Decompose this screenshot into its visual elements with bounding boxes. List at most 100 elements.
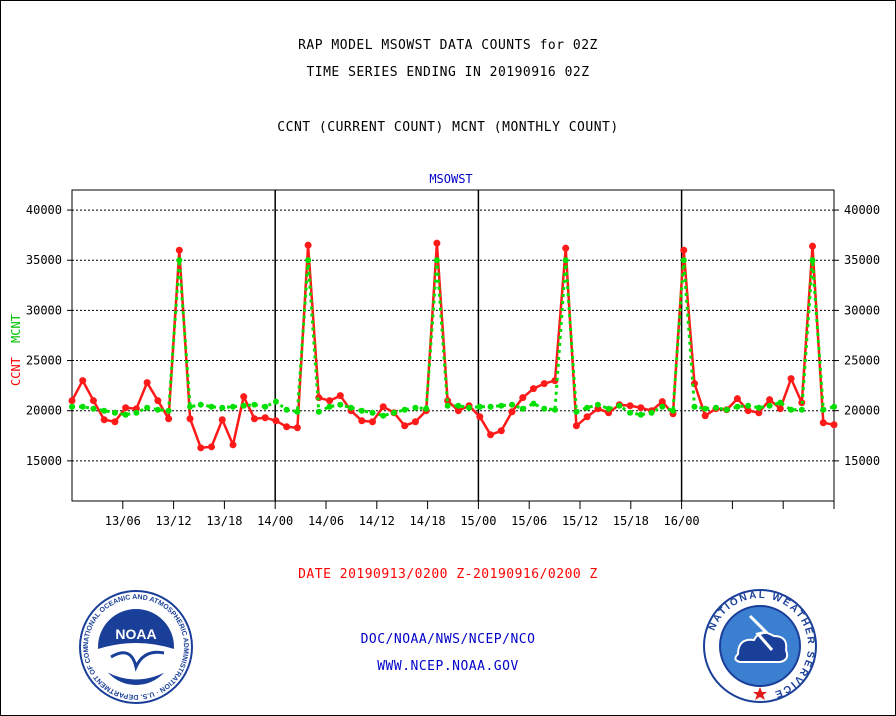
data-point-ccnt: [293, 424, 301, 432]
data-point-ccnt: [186, 415, 194, 423]
data-point-mcnt: [723, 406, 730, 413]
data-point-mcnt: [154, 406, 161, 413]
data-point-mcnt: [659, 403, 666, 410]
data-point-mcnt: [144, 404, 151, 411]
data-point-ccnt: [787, 375, 795, 383]
data-point-mcnt: [101, 407, 108, 414]
data-point-mcnt: [262, 403, 269, 410]
data-point-ccnt: [680, 246, 688, 254]
data-point-mcnt: [594, 401, 601, 408]
data-point-ccnt: [68, 397, 76, 405]
x-tick-label: 14/18: [410, 514, 446, 528]
data-point-ccnt: [411, 418, 419, 426]
data-point-ccnt: [261, 414, 269, 422]
data-point-ccnt: [658, 398, 666, 406]
data-point-mcnt: [551, 406, 558, 413]
data-point-mcnt: [519, 405, 526, 412]
data-point-ccnt: [733, 395, 741, 403]
data-point-mcnt: [240, 402, 247, 409]
data-point-ccnt: [701, 412, 709, 420]
data-point-ccnt: [218, 416, 226, 424]
data-point-mcnt: [530, 400, 537, 407]
series-line-ccnt: [70, 241, 835, 450]
data-point-mcnt: [229, 403, 236, 410]
data-point-mcnt: [573, 408, 580, 415]
y-tick-label-left: 35000: [26, 253, 62, 267]
data-point-mcnt: [476, 403, 483, 410]
data-point-ccnt: [154, 397, 162, 405]
data-point-ccnt: [336, 392, 344, 400]
data-point-mcnt: [584, 404, 591, 411]
x-tick-label: 13/18: [206, 514, 242, 528]
data-point-mcnt: [208, 403, 215, 410]
data-point-ccnt: [89, 397, 97, 405]
data-point-ccnt: [487, 431, 495, 439]
data-point-mcnt: [487, 403, 494, 410]
date-range: DATE 20190913/0200 Z-20190916/0200 Z: [298, 567, 598, 582]
data-point-ccnt: [454, 407, 462, 415]
x-tick-label: 15/00: [460, 514, 496, 528]
y-tick-label-right: 30000: [844, 303, 880, 317]
data-point-mcnt: [348, 404, 355, 411]
y-tick-label-left: 30000: [26, 303, 62, 317]
data-point-mcnt: [691, 403, 698, 410]
data-point-mcnt: [498, 402, 505, 409]
data-point-ccnt: [401, 422, 409, 430]
y-tick-label-right: 15000: [844, 454, 880, 468]
data-point-mcnt: [712, 404, 719, 411]
y-tick-label-right: 40000: [844, 203, 880, 217]
x-tick-label: 13/06: [105, 514, 141, 528]
url-link[interactable]: WWW.NCEP.NOAA.GOV: [377, 659, 519, 674]
x-tick-label: 15/18: [613, 514, 649, 528]
data-point-ccnt: [766, 396, 774, 404]
data-point-mcnt: [627, 409, 634, 416]
data-point-ccnt: [100, 416, 108, 424]
data-point-ccnt: [637, 404, 645, 412]
data-point-ccnt: [626, 402, 634, 410]
data-point-ccnt: [476, 413, 484, 421]
y-tick-label-right: 35000: [844, 253, 880, 267]
x-tick-label: 15/06: [511, 514, 547, 528]
data-point-mcnt: [745, 402, 752, 409]
data-point-mcnt: [401, 406, 408, 413]
data-point-mcnt: [337, 401, 344, 408]
data-point-mcnt: [305, 257, 312, 264]
data-point-mcnt: [219, 404, 226, 411]
data-point-mcnt: [466, 404, 473, 411]
header-line-2: TIME SERIES ENDING IN 20190916 02Z: [306, 65, 590, 80]
data-point-ccnt: [304, 241, 312, 249]
x-tick-label: 13/12: [156, 514, 192, 528]
x-tick-label: 16/00: [664, 514, 700, 528]
data-point-mcnt: [766, 402, 773, 409]
data-point-ccnt: [572, 422, 580, 430]
data-point-ccnt: [283, 423, 291, 431]
data-point-mcnt: [294, 408, 301, 415]
data-point-ccnt: [819, 419, 827, 427]
data-point-ccnt: [433, 239, 441, 247]
data-point-mcnt: [111, 409, 118, 416]
data-point-ccnt: [809, 242, 817, 250]
data-point-mcnt: [433, 257, 440, 264]
x-tick-label: 15/12: [562, 514, 598, 528]
data-point-ccnt: [540, 380, 548, 388]
data-point-ccnt: [250, 415, 258, 423]
data-point-mcnt: [788, 406, 795, 413]
x-tick-label: 14/06: [308, 514, 344, 528]
data-point-mcnt: [423, 405, 430, 412]
data-point-mcnt: [358, 407, 365, 414]
data-point-mcnt: [755, 404, 762, 411]
header-line-1: RAP MODEL MSOWST DATA COUNTS for 02Z: [298, 38, 598, 53]
data-point-mcnt: [369, 409, 376, 416]
header-line-3: CCNT (CURRENT COUNT) MCNT (MONTHLY COUNT…: [277, 120, 619, 135]
data-point-mcnt: [777, 399, 784, 406]
data-point-ccnt: [111, 418, 119, 426]
data-point-mcnt: [734, 403, 741, 410]
data-point-ccnt: [175, 246, 183, 254]
data-point-mcnt: [680, 257, 687, 264]
y-tick-label-left: 25000: [26, 354, 62, 368]
data-point-mcnt: [69, 403, 75, 410]
data-point-mcnt: [831, 403, 837, 410]
x-tick-label: 14/00: [257, 514, 293, 528]
data-point-mcnt: [412, 404, 419, 411]
data-point-mcnt: [820, 406, 827, 413]
